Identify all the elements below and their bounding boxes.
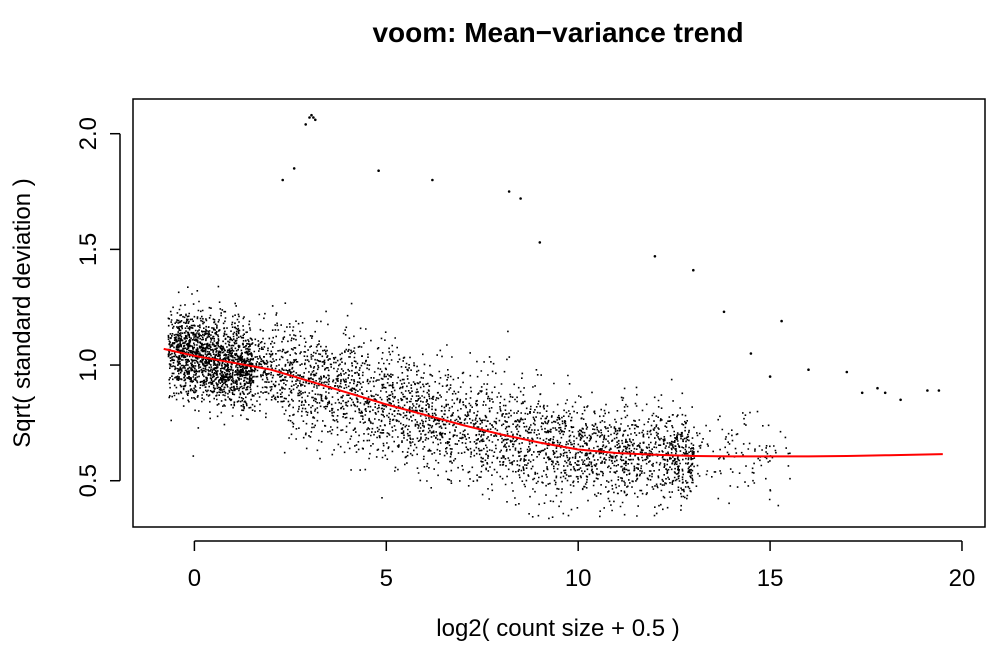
outlier-point: [845, 370, 849, 374]
outlier-point: [507, 190, 511, 193]
y-tick-label: 0.5: [75, 464, 102, 497]
y-tick-label: 1.0: [75, 348, 102, 381]
outlier-point: [292, 167, 296, 170]
y-tick-label: 1.5: [75, 233, 102, 266]
outlier-point: [807, 368, 810, 372]
x-tick-label: 20: [949, 565, 976, 592]
plot-frame: [132, 98, 986, 528]
x-tick-label: 10: [565, 565, 592, 592]
outlier-point: [860, 391, 864, 395]
x-tick-label: 5: [380, 565, 393, 592]
x-tick-label: 0: [188, 565, 201, 592]
outlier-point: [310, 113, 313, 117]
outlier-point: [749, 352, 753, 355]
outlier-point: [308, 116, 311, 119]
outlier-point: [281, 178, 285, 182]
outlier-point: [314, 118, 317, 122]
outlier-point: [692, 268, 695, 272]
outlier-point: [876, 386, 879, 390]
trend-line: [163, 347, 943, 458]
outlier-point: [780, 319, 783, 323]
outlier-point: [899, 398, 902, 402]
outlier-point: [431, 178, 434, 182]
outlier-point: [377, 169, 380, 172]
outlier-points: [281, 113, 941, 402]
outlier-point: [304, 123, 308, 126]
outlier-point: [883, 391, 887, 395]
outlier-point: [926, 389, 929, 392]
chart-title: voom: Mean−variance trend: [372, 17, 743, 48]
y-tick-label: 2.0: [75, 117, 102, 150]
x-axis-label: log2( count size + 0.5 ): [436, 615, 679, 642]
outlier-point: [768, 375, 772, 378]
x-tick-label: 15: [757, 565, 784, 592]
outlier-point: [937, 389, 941, 392]
outlier-point: [312, 116, 315, 119]
x-axis: 0 5 10 15 20: [188, 540, 976, 592]
y-axis-label: Sqrt( standard deviation ): [9, 178, 36, 447]
outlier-point: [722, 310, 726, 314]
scatter-points: [167, 285, 791, 520]
y-axis: 0.5 1.0 1.5 2.0: [75, 117, 121, 497]
outlier-point: [538, 241, 542, 244]
outlier-point: [519, 197, 522, 200]
outlier-point: [653, 254, 657, 258]
scatter-point-cloud: [167, 285, 791, 520]
